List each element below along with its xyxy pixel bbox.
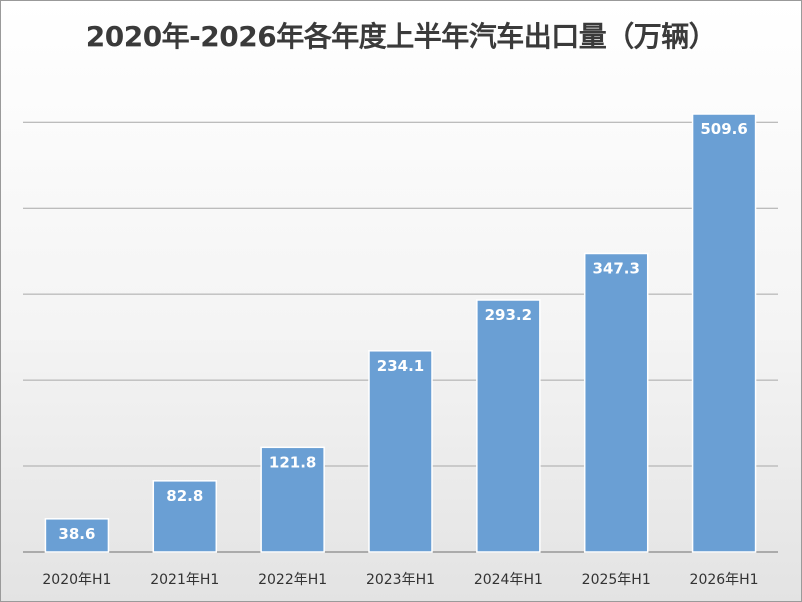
x-tick-label: 2023年H1 xyxy=(366,572,435,588)
data-label: 234.1 xyxy=(377,357,424,375)
x-tick-label: 2021年H1 xyxy=(150,572,219,588)
x-tick-label: 2025年H1 xyxy=(582,572,651,588)
bar-2020年H1 xyxy=(44,518,110,553)
x-tick-label: 2022年H1 xyxy=(258,572,327,588)
x-tick-label: 2024年H1 xyxy=(474,572,543,588)
bar-2021年H1 xyxy=(152,480,218,553)
data-labels: 38.6 82.8 121.8 234.1 293.2 347.3 509.6 xyxy=(58,120,747,543)
bar-2026年H1 xyxy=(691,113,757,553)
bar-2025年H1 xyxy=(583,252,649,553)
data-label: 293.2 xyxy=(485,306,532,324)
data-label: 509.6 xyxy=(700,120,747,138)
x-tick-label: 2026年H1 xyxy=(690,572,759,588)
data-label: 121.8 xyxy=(269,453,316,471)
x-tick-labels: 2020年H1 2021年H1 2022年H1 2023年H1 2024年H1 2025年… xyxy=(42,572,758,588)
bar-2022年H1 xyxy=(260,446,325,553)
data-label: 38.6 xyxy=(58,525,95,543)
chart-title: 2020年-2026年各年度上半年汽车出口量（万辆） xyxy=(85,20,717,53)
bars xyxy=(44,113,757,553)
data-label: 347.3 xyxy=(592,259,639,277)
bar-2023年H1 xyxy=(368,350,433,553)
bar-2024年H1 xyxy=(476,299,541,553)
data-label: 82.8 xyxy=(166,487,203,505)
x-tick-label: 2020年H1 xyxy=(42,572,111,588)
